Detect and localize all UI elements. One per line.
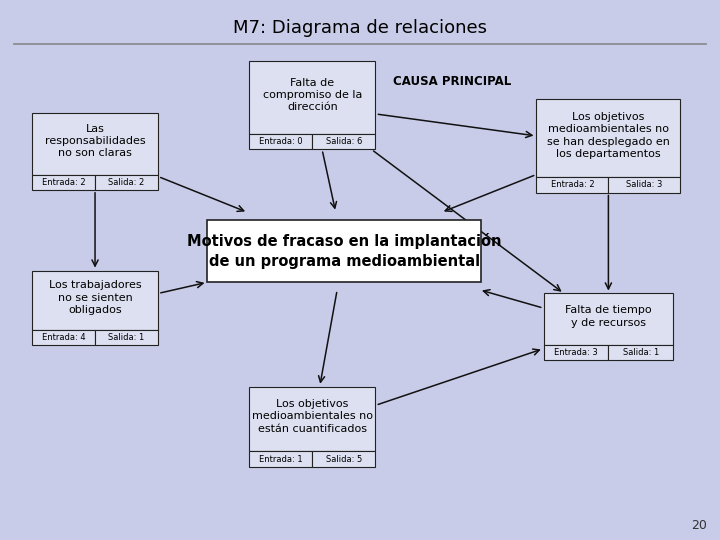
Text: Salida: 2: Salida: 2 bbox=[109, 178, 145, 187]
FancyBboxPatch shape bbox=[250, 61, 376, 134]
Text: CAUSA PRINCIPAL: CAUSA PRINCIPAL bbox=[394, 75, 512, 88]
Text: Motivos de fracaso en la implantación
de un programa medioambiental: Motivos de fracaso en la implantación de… bbox=[187, 233, 501, 269]
FancyBboxPatch shape bbox=[32, 113, 158, 175]
FancyBboxPatch shape bbox=[250, 134, 312, 149]
FancyBboxPatch shape bbox=[32, 330, 95, 345]
FancyBboxPatch shape bbox=[544, 345, 608, 360]
FancyBboxPatch shape bbox=[544, 293, 673, 345]
Text: Los objetivos
medioambientales no
se han desplegado en
los departamentos: Los objetivos medioambientales no se han… bbox=[547, 112, 670, 159]
FancyBboxPatch shape bbox=[95, 175, 158, 190]
Text: Entrada: 4: Entrada: 4 bbox=[42, 333, 86, 342]
Text: Falta de
compromiso de la
dirección: Falta de compromiso de la dirección bbox=[263, 78, 362, 112]
FancyBboxPatch shape bbox=[250, 387, 376, 451]
Text: Entrada: 3: Entrada: 3 bbox=[554, 348, 598, 357]
Text: Los trabajadores
no se sienten
obligados: Los trabajadores no se sienten obligados bbox=[49, 280, 141, 315]
Text: Salida: 6: Salida: 6 bbox=[325, 137, 362, 146]
Text: Entrada: 2: Entrada: 2 bbox=[551, 180, 594, 190]
FancyBboxPatch shape bbox=[32, 271, 158, 330]
FancyBboxPatch shape bbox=[608, 177, 680, 193]
FancyBboxPatch shape bbox=[536, 177, 608, 193]
Text: Falta de tiempo
y de recursos: Falta de tiempo y de recursos bbox=[565, 305, 652, 328]
FancyBboxPatch shape bbox=[95, 330, 158, 345]
FancyBboxPatch shape bbox=[32, 175, 95, 190]
FancyBboxPatch shape bbox=[312, 134, 376, 149]
Text: M7: Diagrama de relaciones: M7: Diagrama de relaciones bbox=[233, 19, 487, 37]
Text: 20: 20 bbox=[691, 519, 707, 532]
Text: Los objetivos
medioambientales no
están cuantificados: Los objetivos medioambientales no están … bbox=[252, 399, 373, 434]
FancyBboxPatch shape bbox=[312, 451, 376, 467]
Text: Salida: 5: Salida: 5 bbox=[326, 455, 362, 463]
Text: Entrada: 2: Entrada: 2 bbox=[42, 178, 86, 187]
Text: Entrada: 0: Entrada: 0 bbox=[259, 137, 303, 146]
Text: Las
responsabilidades
no son claras: Las responsabilidades no son claras bbox=[45, 124, 145, 158]
FancyBboxPatch shape bbox=[250, 451, 312, 467]
Text: Salida: 1: Salida: 1 bbox=[623, 348, 659, 357]
FancyBboxPatch shape bbox=[608, 345, 673, 360]
Text: Entrada: 1: Entrada: 1 bbox=[259, 455, 303, 463]
FancyBboxPatch shape bbox=[207, 220, 481, 282]
Text: Salida: 3: Salida: 3 bbox=[626, 180, 662, 190]
FancyBboxPatch shape bbox=[536, 99, 680, 177]
Text: Salida: 1: Salida: 1 bbox=[109, 333, 145, 342]
